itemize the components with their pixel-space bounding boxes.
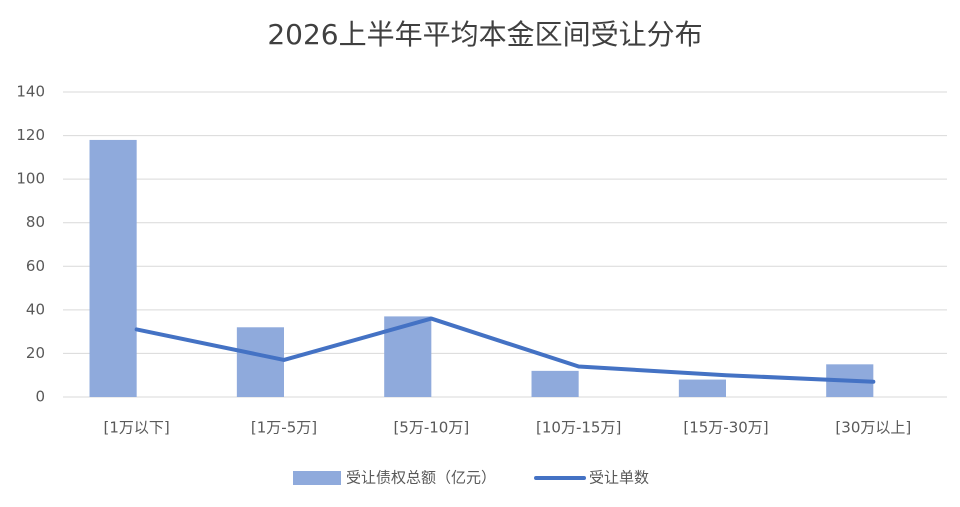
x-tick-label: [10万-15万] xyxy=(536,419,621,437)
x-tick-label: [5万-10万] xyxy=(393,419,469,437)
bar xyxy=(89,139,137,397)
y-tick-label: 80 xyxy=(26,213,45,231)
y-tick-label: 40 xyxy=(26,300,45,318)
y-tick-label: 120 xyxy=(16,126,45,144)
legend-swatch xyxy=(293,471,341,485)
y-tick-label: 0 xyxy=(35,388,45,406)
x-tick-label: [1万-5万] xyxy=(251,419,317,437)
chart-title: 2026上半年平均本金区间受让分布 xyxy=(267,18,702,51)
x-tick-label: [1万以下] xyxy=(104,419,170,437)
legend-label: 受让单数 xyxy=(589,469,649,487)
bar xyxy=(531,370,579,397)
x-tick-label: [30万以上] xyxy=(835,419,911,437)
y-tick-label: 140 xyxy=(16,83,45,101)
y-tick-label: 60 xyxy=(26,257,45,275)
y-tick-label: 20 xyxy=(26,344,45,362)
legend-label: 受让债权总额（亿元） xyxy=(346,469,496,487)
y-tick-label: 100 xyxy=(16,170,45,188)
x-tick-label: [15万-30万] xyxy=(683,419,768,437)
bar xyxy=(236,327,284,397)
bar xyxy=(678,379,726,397)
line xyxy=(134,316,876,384)
